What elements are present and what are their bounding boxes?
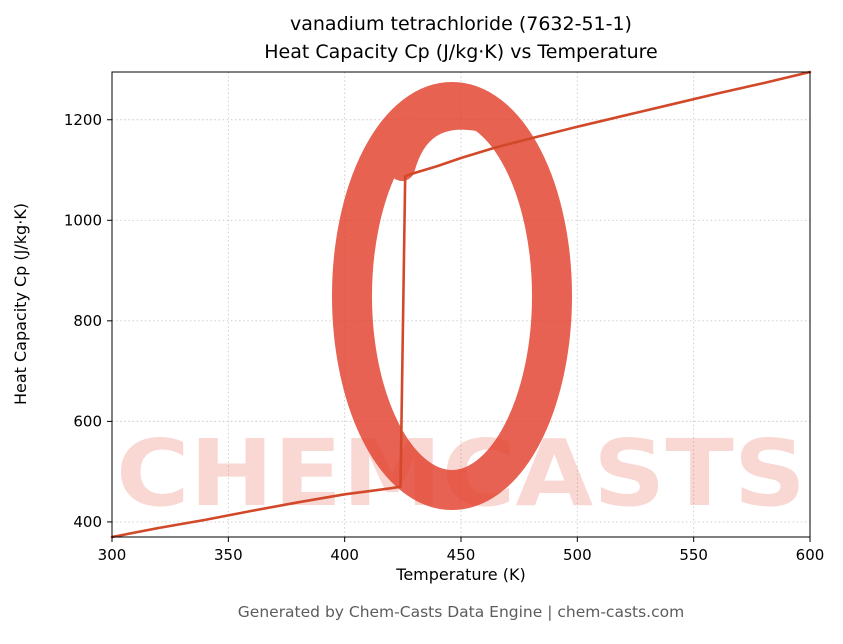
svg-text:450: 450 (447, 546, 476, 564)
y-axis-label: Heat Capacity Cp (J/kg·K) (11, 203, 30, 405)
svg-text:1200: 1200 (64, 111, 102, 129)
footer-text: Generated by Chem-Casts Data Engine | ch… (237, 603, 685, 621)
svg-text:600: 600 (796, 546, 825, 564)
chart-title-block: vanadium tetrachloride (7632-51-1) Heat … (112, 10, 810, 66)
svg-text:600: 600 (73, 412, 102, 430)
svg-text:1000: 1000 (64, 211, 102, 229)
chemcasts-logo-icon (332, 82, 572, 510)
svg-text:400: 400 (330, 546, 359, 564)
chart-title: vanadium tetrachloride (7632-51-1) (290, 13, 632, 35)
watermark: CHEMCASTS (116, 82, 806, 527)
svg-text:550: 550 (679, 546, 708, 564)
svg-text:400: 400 (73, 513, 102, 531)
svg-text:500: 500 (563, 546, 592, 564)
axes: 300 350 400 450 500 550 600 400 600 800 1000 1200 (64, 71, 825, 564)
svg-text:800: 800 (73, 312, 102, 330)
chart-subtitle: Heat Capacity Cp (J/kg·K) vs Temperature (264, 41, 658, 63)
svg-text:350: 350 (214, 546, 243, 564)
svg-text:300: 300 (98, 546, 127, 564)
data-series (110, 70, 812, 539)
x-axis-label: Temperature (K) (395, 565, 525, 584)
